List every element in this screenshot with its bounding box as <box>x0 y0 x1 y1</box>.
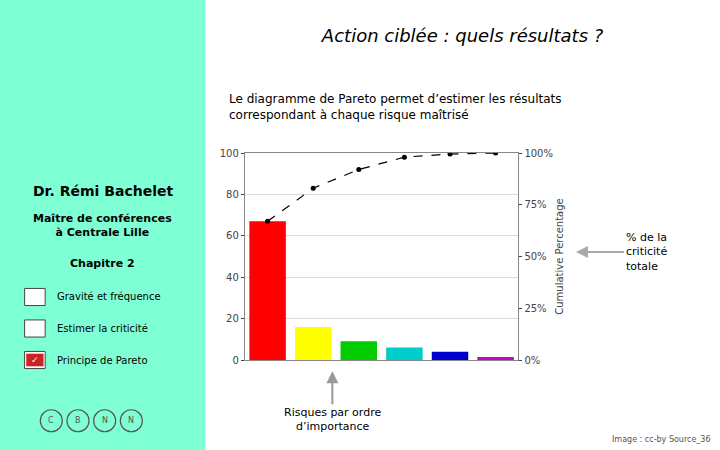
svg-text:0: 0 <box>232 355 238 366</box>
svg-text:Risques par ordred’importance: Risques par ordred’importance <box>284 406 381 433</box>
svg-text:50%: 50% <box>524 251 546 262</box>
svg-text:N: N <box>102 416 108 425</box>
svg-text:20: 20 <box>226 313 239 324</box>
svg-text:25%: 25% <box>524 303 546 314</box>
svg-text:Action ciblée : quels résultat: Action ciblée : quels résultats ? <box>321 25 604 46</box>
svg-text:% de lacriticitétotale: % de lacriticitétotale <box>626 231 667 273</box>
svg-text:N: N <box>128 416 134 425</box>
svg-text:✓: ✓ <box>31 355 39 365</box>
svg-text:Le diagramme de Pareto permet: Le diagramme de Pareto permet d’estimer … <box>229 92 562 122</box>
svg-text:C: C <box>48 416 54 425</box>
svg-text:Gravité et fréquence: Gravité et fréquence <box>57 291 161 302</box>
svg-text:100%: 100% <box>524 148 553 159</box>
svg-text:75%: 75% <box>524 199 546 210</box>
svg-text:80: 80 <box>226 189 239 200</box>
svg-text:B: B <box>75 416 81 425</box>
svg-text:Image : cc-by Source_36: Image : cc-by Source_36 <box>612 435 711 444</box>
svg-text:Maître de conférencesà Central: Maître de conférencesà Centrale Lille <box>33 212 172 239</box>
svg-text:Chapitre 2: Chapitre 2 <box>70 257 135 270</box>
svg-text:Dr. Rémi Bachelet: Dr. Rémi Bachelet <box>33 183 173 199</box>
svg-text:100: 100 <box>220 148 239 159</box>
svg-text:60: 60 <box>226 230 239 241</box>
svg-text:40: 40 <box>226 272 239 283</box>
svg-text:Estimer la criticité: Estimer la criticité <box>57 323 148 334</box>
svg-text:Principe de Pareto: Principe de Pareto <box>57 355 148 366</box>
svg-text:0%: 0% <box>524 355 540 366</box>
svg-text:Cumulative Percentage: Cumulative Percentage <box>554 198 565 315</box>
